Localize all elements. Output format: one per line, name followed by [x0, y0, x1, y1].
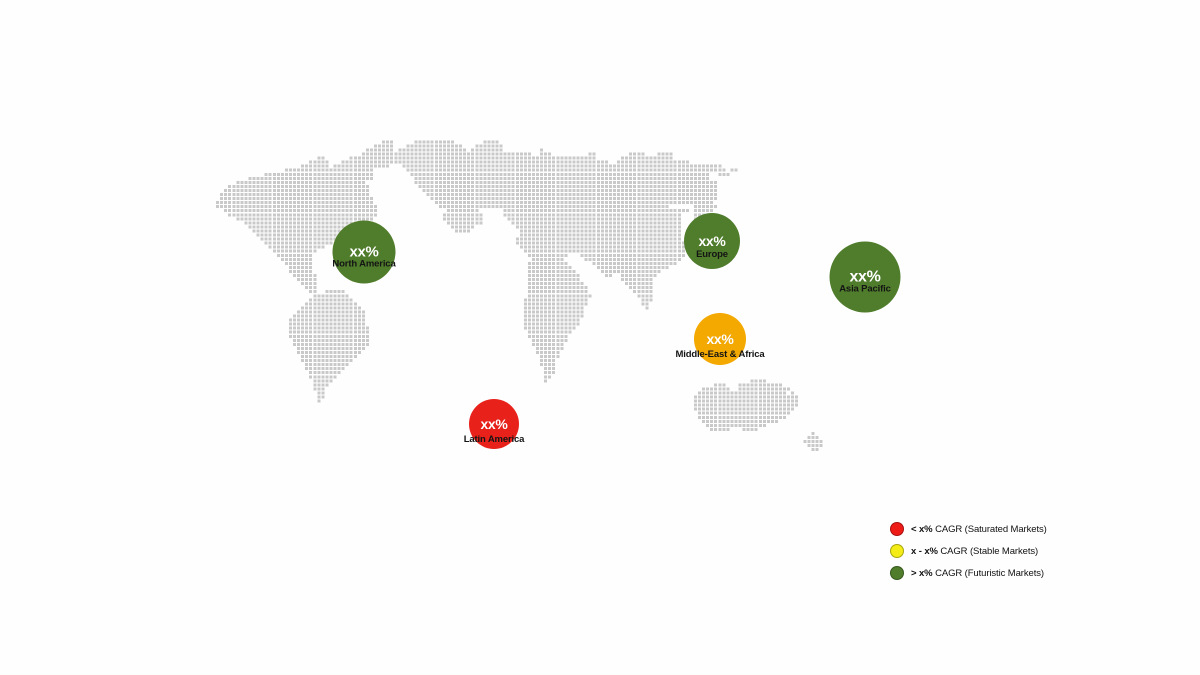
legend-row-stable[interactable]: x - x% CAGR (Stable Markets) [890, 540, 1090, 562]
bubble-value-middle-east-africa: xx% [706, 331, 734, 347]
legend-description-futuristic: CAGR (Futuristic Markets) [932, 567, 1044, 579]
bubble-label-north-america: North America [332, 258, 396, 270]
region-bubble-latin-america[interactable]: xx% Latin America [464, 399, 524, 449]
bubble-label-latin-america: Latin America [463, 434, 525, 445]
legend-swatch-futuristic [890, 566, 904, 580]
legend-swatch-stable [890, 544, 904, 558]
legend-threshold-saturated: < x% [911, 523, 933, 535]
bubble-label-europe: Europe [696, 249, 728, 260]
legend-label-futuristic: > x% CAGR (Futuristic Markets) [911, 568, 1044, 579]
bubble-label-asia-pacific: Asia Pacific [839, 283, 891, 295]
legend-threshold-stable: x - x% [911, 545, 938, 557]
legend-label-saturated: < x% CAGR (Saturated Markets) [911, 524, 1047, 535]
bubble-circle-latin-america[interactable]: xx% [469, 399, 519, 449]
bubble-value-asia-pacific: xx% [849, 268, 881, 285]
region-bubble-asia-pacific[interactable]: xx% Asia Pacific [829, 241, 901, 313]
legend-row-futuristic[interactable]: > x% CAGR (Futuristic Markets) [890, 562, 1090, 584]
legend-description-saturated: CAGR (Saturated Markets) [932, 523, 1047, 535]
legend-description-stable: CAGR (Stable Markets) [937, 545, 1039, 557]
bubble-label-middle-east-africa: Middle-East & Africa [675, 349, 765, 360]
bubble-value-north-america: xx% [349, 243, 379, 261]
legend: < x% CAGR (Saturated Markets) x - x% CAGR… [890, 518, 1090, 584]
legend-label-stable: x - x% CAGR (Stable Markets) [911, 546, 1038, 557]
legend-swatch-saturated [890, 522, 904, 536]
region-bubble-north-america[interactable]: xx% North America [332, 220, 396, 284]
region-bubble-middle-east-africa[interactable]: xx% Middle-East & Africa [675, 313, 765, 365]
legend-threshold-futuristic: > x% [911, 567, 933, 579]
bubble-value-europe: xx% [698, 233, 726, 249]
region-bubble-europe[interactable]: xx% Europe [684, 213, 740, 269]
bubble-circle-asia-pacific[interactable]: xx% [829, 241, 901, 313]
bubble-circle-middle-east-africa[interactable]: xx% [694, 313, 746, 365]
bubble-circle-europe[interactable]: xx% [684, 213, 740, 269]
legend-row-saturated[interactable]: < x% CAGR (Saturated Markets) [890, 518, 1090, 540]
bubble-circle-north-america[interactable]: xx% [332, 220, 396, 284]
bubble-value-latin-america: xx% [480, 416, 508, 432]
